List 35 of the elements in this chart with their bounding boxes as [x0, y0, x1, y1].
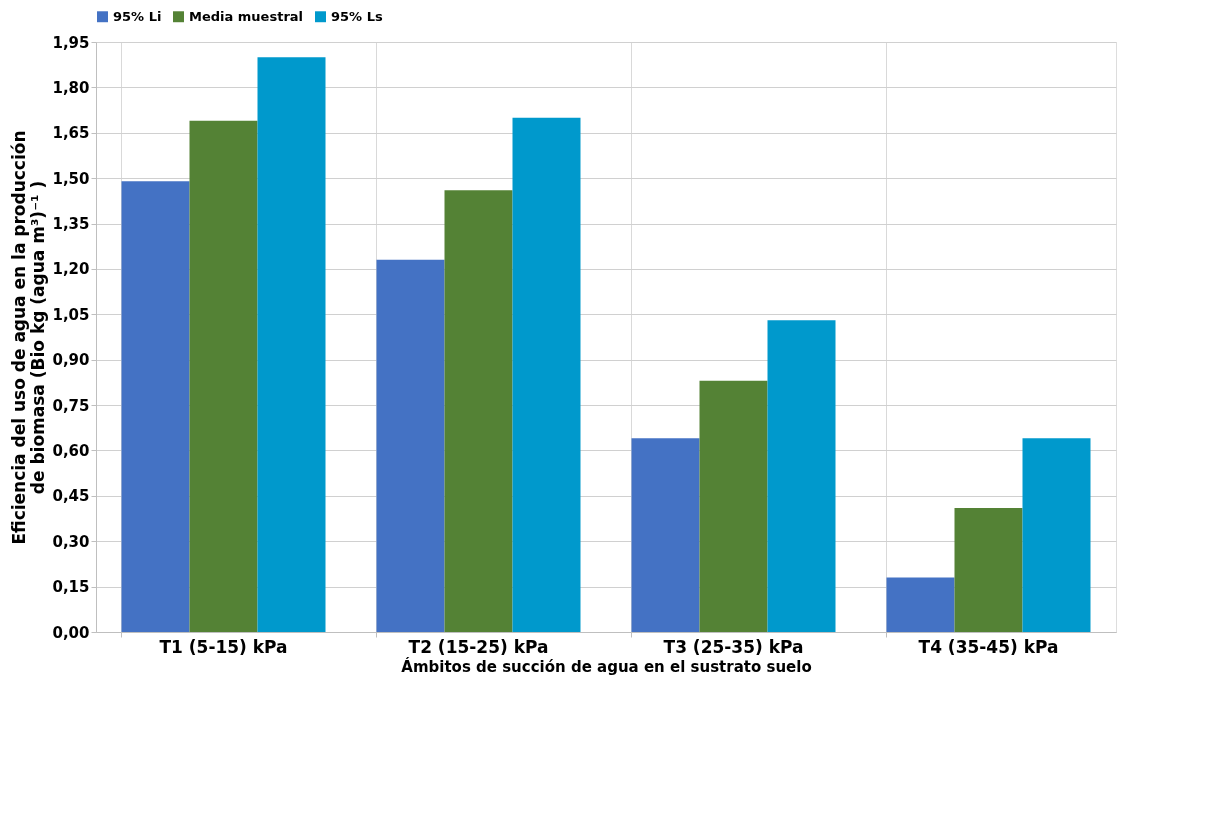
- y-tick-label: 1,95: [52, 33, 90, 52]
- bar: [767, 320, 836, 632]
- legend-label: 95% Ls: [331, 8, 383, 24]
- bar: [444, 190, 513, 632]
- bar: [257, 57, 326, 632]
- x-tick-label: T3 (25-35) kPa: [663, 636, 804, 657]
- y-tick-label: 0,15: [52, 578, 90, 597]
- y-axis-title: Eficiencia del uso de agua en la producción de biomasa (Bio kg (agua m³)⁻¹ ): [9, 130, 49, 545]
- bar: [886, 577, 955, 632]
- y-tick-label: 1,35: [52, 215, 90, 234]
- y-tick-label: 0,75: [52, 396, 90, 415]
- legend-label: Media muestral: [189, 8, 304, 24]
- bar: [512, 117, 581, 632]
- y-tick-label: 0,90: [52, 351, 90, 370]
- bar: [1022, 438, 1091, 632]
- bar: [699, 380, 768, 632]
- y-tick-label: 1,65: [52, 124, 90, 143]
- x-axis-title: Ámbitos de succión de agua en el sustrato suelo: [401, 656, 812, 676]
- bar: [121, 181, 190, 632]
- y-tick-label: 0,60: [52, 441, 90, 460]
- y-tick-label: 0,30: [52, 532, 90, 551]
- bar: [954, 507, 1023, 632]
- bar: [189, 120, 258, 632]
- x-tick-label: T2 (15-25) kPa: [408, 636, 549, 657]
- x-tick-label: T1 (5-15) kPa: [159, 636, 288, 657]
- x-tick-label: T4 (35-45) kPa: [918, 636, 1059, 657]
- y-tick-label: 0,45: [52, 487, 90, 506]
- bar: [376, 259, 445, 632]
- legend-label: 95% Li: [113, 8, 162, 24]
- bar: [631, 438, 700, 632]
- y-tick-label: 1,50: [52, 169, 90, 188]
- y-tick-label: 1,05: [52, 305, 90, 324]
- y-tick-label: 0,00: [52, 623, 90, 642]
- y-tick-label: 1,80: [52, 78, 90, 97]
- y-tick-label: 1,20: [52, 260, 90, 279]
